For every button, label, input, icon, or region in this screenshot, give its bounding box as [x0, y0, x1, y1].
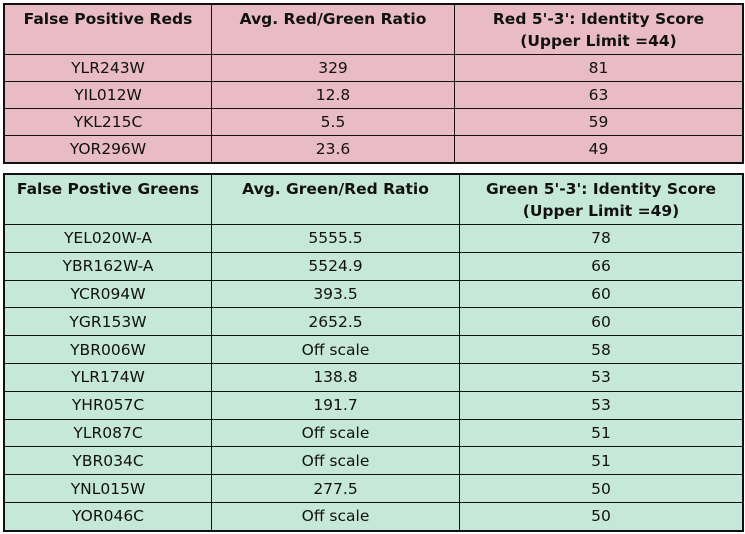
red-identity-score-cell: 49 [454, 135, 744, 164]
green-gene-cell: YHR057C [3, 390, 212, 420]
green-ratio-cell: Off scale [211, 501, 460, 532]
red-ratio-cell: 23.6 [211, 135, 455, 164]
green-table-row: YEL020W-A 5555.5 78 [3, 224, 744, 253]
false-positive-reds-table: False Positive Reds Avg. Red/Green Ratio… [3, 3, 744, 164]
green-table-row: YBR162W-A 5524.9 66 [3, 251, 744, 281]
red-header-identity: Red 5'-3': Identity Score (Upper Limit =… [454, 3, 744, 55]
green-table-row: YOR046C Off scale 50 [3, 501, 744, 532]
green-identity-score-cell: 51 [459, 446, 744, 476]
green-table-row: YCR094W 393.5 60 [3, 279, 744, 309]
green-ratio-cell: 277.5 [211, 474, 460, 503]
green-identity-score-cell: 60 [459, 279, 744, 309]
red-header-gene: False Positive Reds [3, 3, 212, 55]
green-identity-score-cell: 51 [459, 418, 744, 448]
green-ratio-cell: 5524.9 [211, 251, 460, 281]
green-gene-cell: YNL015W [3, 474, 212, 503]
green-identity-score-cell: 50 [459, 501, 744, 532]
green-gene-cell: YGR153W [3, 307, 212, 337]
green-table-header-row: False Postive Greens Avg. Green/Red Rati… [3, 173, 744, 225]
red-table-row: YKL215C 5.5 59 [3, 108, 744, 136]
green-ratio-cell: 393.5 [211, 279, 460, 309]
green-table-row: YBR006W Off scale 58 [3, 335, 744, 364]
red-gene-cell: YIL012W [3, 81, 212, 109]
green-identity-score-cell: 53 [459, 362, 744, 392]
green-ratio-cell: 138.8 [211, 362, 460, 392]
green-gene-cell: YBR162W-A [3, 251, 212, 281]
green-table-row: YGR153W 2652.5 60 [3, 307, 744, 337]
red-ratio-cell: 329 [211, 54, 455, 82]
red-table-header-row: False Positive Reds Avg. Red/Green Ratio… [3, 3, 744, 55]
red-ratio-cell: 12.8 [211, 81, 455, 109]
green-table-row: YLR174W 138.8 53 [3, 362, 744, 392]
false-positive-greens-table: False Postive Greens Avg. Green/Red Rati… [3, 173, 744, 532]
green-identity-score-cell: 66 [459, 251, 744, 281]
green-table-row: YHR057C 191.7 53 [3, 390, 744, 420]
red-identity-score-cell: 59 [454, 108, 744, 136]
green-gene-cell: YCR094W [3, 279, 212, 309]
green-ratio-cell: Off scale [211, 335, 460, 364]
green-header-identity: Green 5'-3': Identity Score (Upper Limit… [459, 173, 744, 225]
green-identity-score-cell: 53 [459, 390, 744, 420]
red-table-row: YOR296W 23.6 49 [3, 135, 744, 164]
red-table-row: YIL012W 12.8 63 [3, 81, 744, 109]
green-table-row: YLR087C Off scale 51 [3, 418, 744, 448]
green-gene-cell: YLR174W [3, 362, 212, 392]
red-gene-cell: YLR243W [3, 54, 212, 82]
green-identity-score-cell: 60 [459, 307, 744, 337]
red-identity-score-cell: 81 [454, 54, 744, 82]
green-ratio-cell: 191.7 [211, 390, 460, 420]
red-gene-cell: YOR296W [3, 135, 212, 164]
green-header-gene: False Postive Greens [3, 173, 212, 225]
green-ratio-cell: Off scale [211, 446, 460, 476]
green-ratio-cell: Off scale [211, 418, 460, 448]
red-header-ratio: Avg. Red/Green Ratio [211, 3, 455, 55]
green-gene-cell: YOR046C [3, 501, 212, 532]
red-header-identity-line1: Red 5'-3': Identity Score [492, 10, 705, 28]
red-header-identity-line2: (Upper Limit =44) [520, 32, 677, 50]
green-ratio-cell: 5555.5 [211, 224, 460, 253]
green-gene-cell: YBR034C [3, 446, 212, 476]
red-identity-score-cell: 63 [454, 81, 744, 109]
green-gene-cell: YBR006W [3, 335, 212, 364]
green-gene-cell: YEL020W-A [3, 224, 212, 253]
green-header-identity-line1: Green 5'-3': Identity Score [485, 180, 717, 198]
green-header-identity-line2: (Upper Limit =49) [522, 202, 680, 220]
green-ratio-cell: 2652.5 [211, 307, 460, 337]
green-header-ratio: Avg. Green/Red Ratio [211, 173, 460, 225]
green-table-row: YNL015W 277.5 50 [3, 474, 744, 503]
green-identity-score-cell: 58 [459, 335, 744, 364]
green-gene-cell: YLR087C [3, 418, 212, 448]
green-identity-score-cell: 50 [459, 474, 744, 503]
red-ratio-cell: 5.5 [211, 108, 455, 136]
green-table-row: YBR034C Off scale 51 [3, 446, 744, 476]
red-table-row: YLR243W 329 81 [3, 54, 744, 82]
green-identity-score-cell: 78 [459, 224, 744, 253]
red-gene-cell: YKL215C [3, 108, 212, 136]
